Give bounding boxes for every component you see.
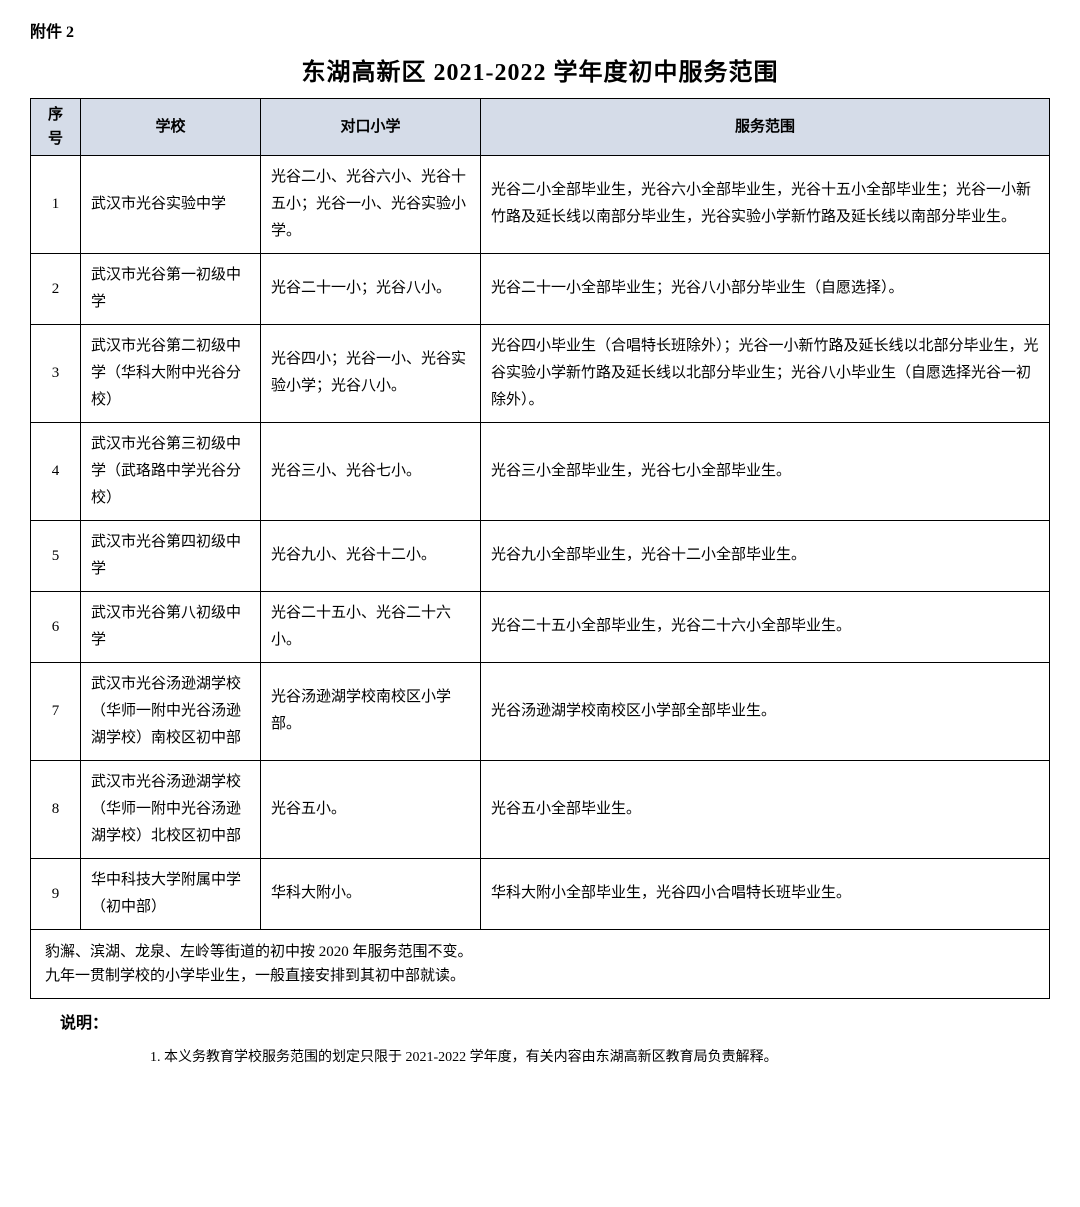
footer-note-line-1: 豹澥、滨湖、龙泉、左岭等街道的初中按 2020 年服务范围不变。: [45, 940, 1035, 964]
table-row: 1武汉市光谷实验中学光谷二小、光谷六小、光谷十五小；光谷一小、光谷实验小学。光谷…: [31, 155, 1050, 253]
cell-range: 光谷二十五小全部毕业生，光谷二十六小全部毕业生。: [481, 591, 1050, 662]
cell-range: 光谷汤逊湖学校南校区小学部全部毕业生。: [481, 662, 1050, 760]
page-title: 东湖高新区 2021-2022 学年度初中服务范围: [30, 54, 1050, 92]
header-school: 学校: [81, 98, 261, 155]
cell-index: 2: [31, 253, 81, 324]
cell-range: 光谷四小毕业生（合唱特长班除外）；光谷一小新竹路及延长线以北部分毕业生，光谷实验…: [481, 324, 1050, 422]
cell-primary: 光谷九小、光谷十二小。: [261, 520, 481, 591]
cell-index: 8: [31, 760, 81, 858]
cell-range: 光谷五小全部毕业生。: [481, 760, 1050, 858]
cell-index: 4: [31, 422, 81, 520]
cell-range: 光谷二十一小全部毕业生；光谷八小部分毕业生（自愿选择）。: [481, 253, 1050, 324]
table-row: 3武汉市光谷第二初级中学（华科大附中光谷分校）光谷四小；光谷一小、光谷实验小学；…: [31, 324, 1050, 422]
table-row: 4武汉市光谷第三初级中学（武珞路中学光谷分校）光谷三小、光谷七小。光谷三小全部毕…: [31, 422, 1050, 520]
header-range: 服务范围: [481, 98, 1050, 155]
explain-item-1: 1. 本义务教育学校服务范围的划定只限于 2021-2022 学年度，有关内容由…: [150, 1047, 1050, 1069]
cell-index: 6: [31, 591, 81, 662]
cell-primary: 光谷五小。: [261, 760, 481, 858]
cell-school: 武汉市光谷第二初级中学（华科大附中光谷分校）: [81, 324, 261, 422]
cell-range: 光谷三小全部毕业生，光谷七小全部毕业生。: [481, 422, 1050, 520]
cell-index: 3: [31, 324, 81, 422]
table-row: 6武汉市光谷第八初级中学光谷二十五小、光谷二十六小。光谷二十五小全部毕业生，光谷…: [31, 591, 1050, 662]
header-index: 序号: [31, 98, 81, 155]
cell-primary: 华科大附小。: [261, 858, 481, 929]
table-row: 8武汉市光谷汤逊湖学校（华师一附中光谷汤逊湖学校）北校区初中部光谷五小。光谷五小…: [31, 760, 1050, 858]
cell-school: 武汉市光谷汤逊湖学校（华师一附中光谷汤逊湖学校）南校区初中部: [81, 662, 261, 760]
cell-index: 1: [31, 155, 81, 253]
table-row: 5武汉市光谷第四初级中学光谷九小、光谷十二小。光谷九小全部毕业生，光谷十二小全部…: [31, 520, 1050, 591]
cell-range: 华科大附小全部毕业生，光谷四小合唱特长班毕业生。: [481, 858, 1050, 929]
cell-school: 武汉市光谷第四初级中学: [81, 520, 261, 591]
cell-school: 华中科技大学附属中学（初中部）: [81, 858, 261, 929]
cell-range: 光谷二小全部毕业生，光谷六小全部毕业生，光谷十五小全部毕业生；光谷一小新竹路及延…: [481, 155, 1050, 253]
cell-primary: 光谷汤逊湖学校南校区小学部。: [261, 662, 481, 760]
cell-primary: 光谷三小、光谷七小。: [261, 422, 481, 520]
table-row: 2武汉市光谷第一初级中学光谷二十一小；光谷八小。光谷二十一小全部毕业生；光谷八小…: [31, 253, 1050, 324]
cell-primary: 光谷二十五小、光谷二十六小。: [261, 591, 481, 662]
service-range-table: 序号 学校 对口小学 服务范围 1武汉市光谷实验中学光谷二小、光谷六小、光谷十五…: [30, 98, 1050, 999]
cell-school: 武汉市光谷实验中学: [81, 155, 261, 253]
cell-index: 5: [31, 520, 81, 591]
cell-index: 9: [31, 858, 81, 929]
cell-school: 武汉市光谷汤逊湖学校（华师一附中光谷汤逊湖学校）北校区初中部: [81, 760, 261, 858]
cell-school: 武汉市光谷第八初级中学: [81, 591, 261, 662]
cell-range: 光谷九小全部毕业生，光谷十二小全部毕业生。: [481, 520, 1050, 591]
cell-index: 7: [31, 662, 81, 760]
cell-school: 武汉市光谷第三初级中学（武珞路中学光谷分校）: [81, 422, 261, 520]
attachment-label: 附件 2: [30, 20, 1050, 46]
explain-label: 说明：: [60, 1011, 1050, 1037]
cell-primary: 光谷二小、光谷六小、光谷十五小；光谷一小、光谷实验小学。: [261, 155, 481, 253]
cell-primary: 光谷二十一小；光谷八小。: [261, 253, 481, 324]
cell-school: 武汉市光谷第一初级中学: [81, 253, 261, 324]
table-header-row: 序号 学校 对口小学 服务范围: [31, 98, 1050, 155]
table-row: 9华中科技大学附属中学（初中部）华科大附小。华科大附小全部毕业生，光谷四小合唱特…: [31, 858, 1050, 929]
table-footer-note: 豹澥、滨湖、龙泉、左岭等街道的初中按 2020 年服务范围不变。九年一贯制学校的…: [31, 929, 1050, 998]
table-footer-note-row: 豹澥、滨湖、龙泉、左岭等街道的初中按 2020 年服务范围不变。九年一贯制学校的…: [31, 929, 1050, 998]
table-row: 7武汉市光谷汤逊湖学校（华师一附中光谷汤逊湖学校）南校区初中部光谷汤逊湖学校南校…: [31, 662, 1050, 760]
footer-note-line-2: 九年一贯制学校的小学毕业生，一般直接安排到其初中部就读。: [45, 964, 1035, 988]
cell-primary: 光谷四小；光谷一小、光谷实验小学；光谷八小。: [261, 324, 481, 422]
header-primary: 对口小学: [261, 98, 481, 155]
